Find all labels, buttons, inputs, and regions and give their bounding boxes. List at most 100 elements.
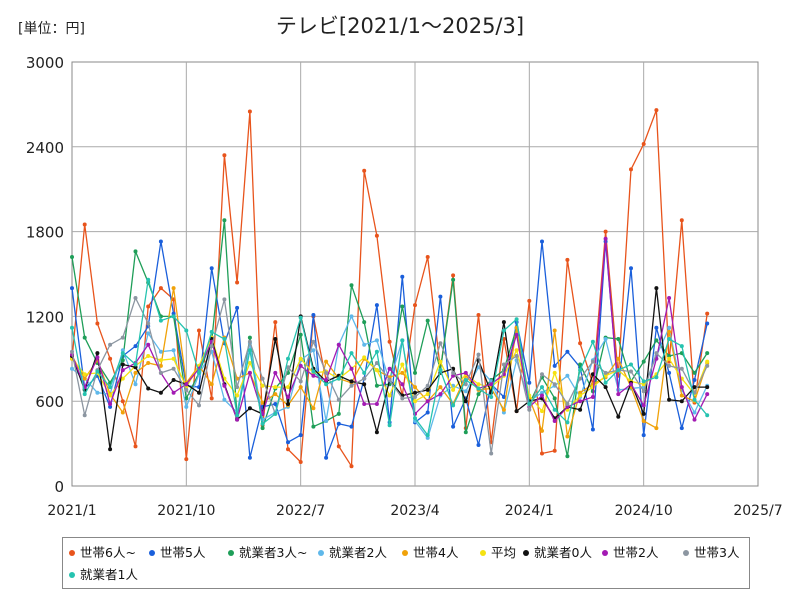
data-point xyxy=(654,351,659,356)
data-point xyxy=(705,311,710,316)
data-point xyxy=(222,383,227,388)
data-point xyxy=(235,280,240,285)
data-point xyxy=(451,403,456,408)
data-point xyxy=(501,395,506,399)
data-point xyxy=(451,373,456,378)
data-point xyxy=(158,370,163,375)
data-point xyxy=(311,313,316,317)
data-point xyxy=(222,337,227,341)
data-point xyxy=(552,419,557,423)
data-point xyxy=(184,328,189,333)
data-point xyxy=(590,372,595,377)
data-point xyxy=(298,385,303,390)
data-point xyxy=(336,397,341,402)
y-tick-label: 0 xyxy=(54,478,64,496)
data-point xyxy=(629,369,633,374)
data-point xyxy=(641,379,646,384)
legend-item: 世帯2人 xyxy=(602,542,658,561)
data-point xyxy=(197,328,201,333)
data-point xyxy=(463,399,468,404)
data-point xyxy=(336,421,341,426)
data-point xyxy=(374,338,379,343)
legend-marker xyxy=(228,549,234,556)
data-point xyxy=(209,382,214,387)
legend-item: 平均 xyxy=(480,542,516,561)
data-point xyxy=(578,407,583,412)
legend-label: 就業者1人 xyxy=(80,567,138,582)
legend-marker xyxy=(683,549,689,556)
data-point xyxy=(82,376,87,381)
data-point xyxy=(133,382,138,387)
data-point xyxy=(146,304,151,309)
data-point xyxy=(578,393,583,398)
data-point xyxy=(489,395,494,399)
data-point xyxy=(298,315,303,320)
data-point xyxy=(146,277,151,282)
data-point xyxy=(540,372,544,377)
y-tick-label: 600 xyxy=(35,393,64,411)
data-point xyxy=(476,386,481,391)
data-point xyxy=(171,348,176,353)
data-point xyxy=(324,378,329,382)
data-point xyxy=(603,229,608,234)
data-point xyxy=(413,390,417,395)
data-point xyxy=(514,354,519,358)
data-point xyxy=(400,274,405,279)
data-point xyxy=(514,409,519,414)
data-point xyxy=(235,413,240,418)
data-point xyxy=(70,366,74,371)
legend-label: 平均 xyxy=(491,545,517,560)
data-point xyxy=(95,321,100,326)
legend-item: 就業者2人 xyxy=(318,542,387,561)
data-point xyxy=(362,376,367,381)
data-point xyxy=(286,402,290,406)
data-point xyxy=(133,370,138,375)
data-point xyxy=(247,370,252,375)
data-point xyxy=(311,406,316,411)
data-point xyxy=(133,344,138,349)
data-point xyxy=(425,387,430,392)
data-point xyxy=(260,421,265,426)
data-point xyxy=(95,390,100,395)
data-point xyxy=(298,379,303,384)
data-point xyxy=(336,411,341,416)
data-point xyxy=(247,335,252,340)
data-point xyxy=(108,393,113,398)
data-point xyxy=(451,273,456,278)
data-point xyxy=(540,393,544,398)
data-point xyxy=(362,402,367,406)
data-point xyxy=(108,404,113,409)
data-point xyxy=(425,399,430,404)
data-point xyxy=(590,359,595,364)
legend-marker xyxy=(149,549,155,556)
data-point xyxy=(324,370,329,375)
data-point xyxy=(629,382,633,387)
data-point xyxy=(311,373,316,378)
data-point xyxy=(552,328,557,333)
data-point xyxy=(552,448,557,453)
data-point xyxy=(286,447,290,452)
data-point xyxy=(540,409,544,414)
data-point xyxy=(362,342,367,347)
legend-label: 世帯3人 xyxy=(694,545,740,560)
data-point xyxy=(336,444,341,449)
data-point xyxy=(540,385,544,390)
data-point xyxy=(349,424,354,429)
legend-marker xyxy=(69,571,75,578)
unit-label: [単位：円] xyxy=(18,21,85,37)
data-point xyxy=(184,404,189,409)
data-point xyxy=(374,303,379,308)
y-tick-label: 1800 xyxy=(26,224,64,242)
legend-label: 世帯5人 xyxy=(160,545,206,560)
data-point xyxy=(260,376,265,381)
data-point xyxy=(120,348,125,353)
legend-marker xyxy=(523,549,529,556)
data-point xyxy=(286,385,290,390)
data-point xyxy=(260,426,265,431)
data-point xyxy=(552,382,557,387)
data-point xyxy=(413,395,417,399)
data-point xyxy=(374,430,379,435)
legend-item: 世帯5人 xyxy=(149,542,205,561)
data-point xyxy=(654,325,659,330)
data-point xyxy=(184,382,189,387)
